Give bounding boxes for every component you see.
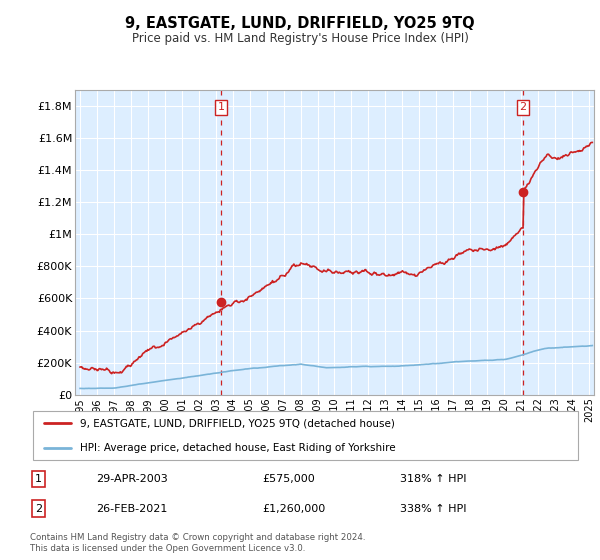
Text: 338% ↑ HPI: 338% ↑ HPI <box>400 503 466 514</box>
FancyBboxPatch shape <box>33 411 578 460</box>
Text: £1,260,000: £1,260,000 <box>262 503 325 514</box>
Text: Contains HM Land Registry data © Crown copyright and database right 2024.
This d: Contains HM Land Registry data © Crown c… <box>30 533 365 553</box>
Text: 2: 2 <box>520 102 527 113</box>
Text: HPI: Average price, detached house, East Riding of Yorkshire: HPI: Average price, detached house, East… <box>80 442 395 452</box>
Text: £575,000: £575,000 <box>262 474 314 484</box>
Text: 1: 1 <box>218 102 225 113</box>
Text: 9, EASTGATE, LUND, DRIFFIELD, YO25 9TQ: 9, EASTGATE, LUND, DRIFFIELD, YO25 9TQ <box>125 16 475 31</box>
Text: Price paid vs. HM Land Registry's House Price Index (HPI): Price paid vs. HM Land Registry's House … <box>131 32 469 45</box>
Text: 29-APR-2003: 29-APR-2003 <box>96 474 168 484</box>
Text: 9, EASTGATE, LUND, DRIFFIELD, YO25 9TQ (detached house): 9, EASTGATE, LUND, DRIFFIELD, YO25 9TQ (… <box>80 418 395 428</box>
Text: 318% ↑ HPI: 318% ↑ HPI <box>400 474 466 484</box>
Text: 1: 1 <box>35 474 42 484</box>
Text: 2: 2 <box>35 503 42 514</box>
Text: 26-FEB-2021: 26-FEB-2021 <box>96 503 167 514</box>
